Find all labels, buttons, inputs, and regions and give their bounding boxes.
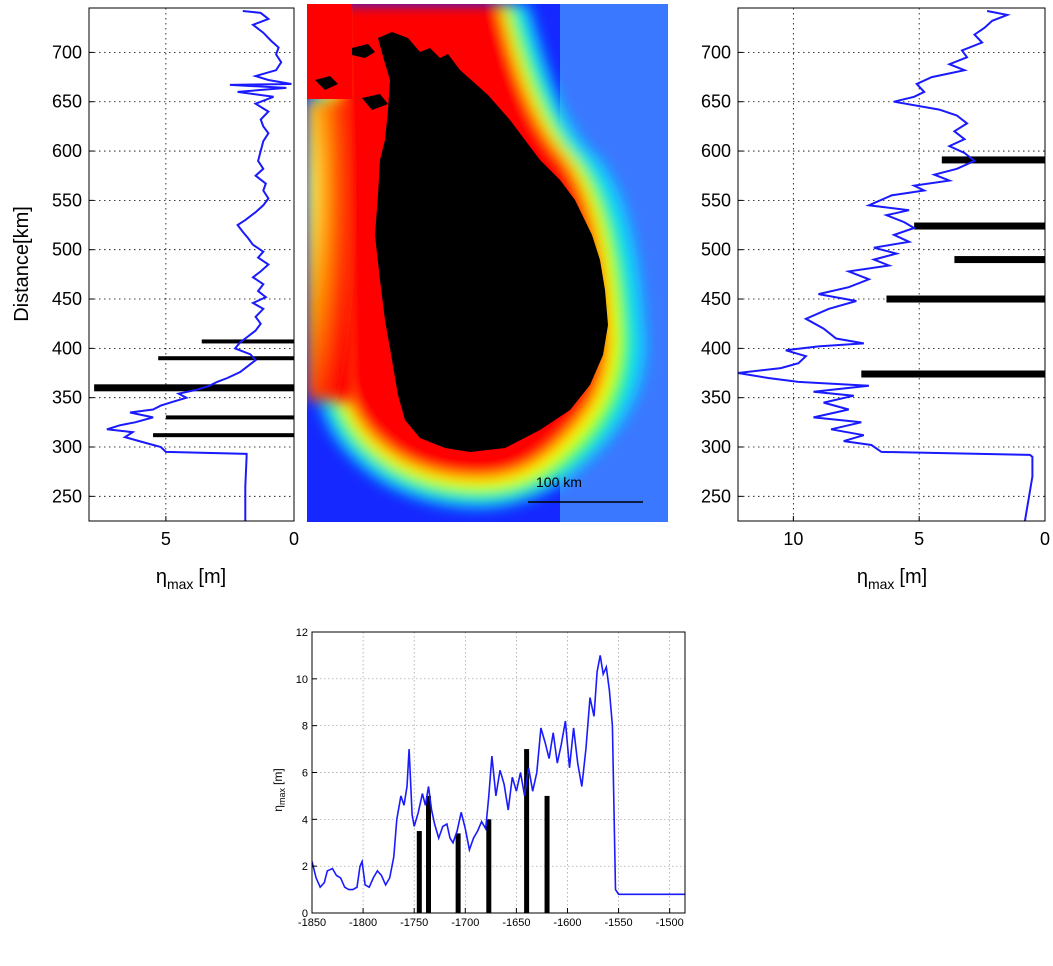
x-tick-label: 0	[289, 529, 299, 549]
island-landmass	[375, 32, 608, 452]
observation-bar	[941, 156, 1045, 164]
y-tick-label: 600	[52, 141, 82, 161]
x-tick-label: -1650	[502, 917, 530, 929]
x-tick-label: -1700	[451, 917, 479, 929]
y-tick-label: 4	[302, 814, 308, 826]
y-tick-label: 400	[701, 338, 731, 358]
y-tick-label: 300	[52, 437, 82, 457]
map-scale-label: 100 km	[536, 474, 582, 490]
y-tick-label: 650	[52, 92, 82, 112]
observation-bar	[954, 256, 1045, 264]
y-tick-label: 400	[52, 338, 82, 358]
y-tick-label: 550	[701, 190, 731, 210]
left-bars	[94, 339, 294, 438]
right-eta-max-line	[738, 10, 1034, 521]
x-tick-label: 0	[1040, 529, 1050, 549]
x-tick-label: -1600	[553, 917, 581, 929]
x-tick-label: 5	[161, 529, 171, 549]
x-tick-label: -1500	[656, 917, 684, 929]
y-tick-label: 0	[302, 908, 308, 920]
left-y-axis-label: Distance[km]	[11, 206, 33, 322]
y-tick-label: 650	[701, 92, 731, 112]
map-west-hotspot	[307, 100, 355, 400]
map-islet-3	[362, 94, 388, 110]
x-tick-label: 5	[914, 529, 924, 549]
y-tick-label: 700	[701, 42, 731, 62]
right-bars	[861, 156, 1045, 378]
y-tick-label: 2	[302, 861, 308, 873]
y-tick-label: 10	[296, 674, 308, 686]
bottom-eta-max-line	[312, 655, 685, 896]
y-tick-label: 350	[52, 388, 82, 408]
y-tick-label: 12	[296, 627, 308, 639]
y-tick-label: 300	[701, 437, 731, 457]
observation-bar	[861, 370, 1045, 378]
y-tick-label: 6	[302, 768, 308, 780]
observation-bar	[886, 295, 1045, 303]
bottom-bars	[416, 749, 550, 913]
observation-bar	[914, 222, 1045, 230]
y-tick-label: 250	[52, 486, 82, 506]
bottom-ticks: -1850 -1800 -1750 -1700 -1650 -1600 -1550 -1500…	[296, 627, 684, 929]
right-chart: 10 5 0 250 300 350 400 450 500 550 600 650 700 ηmax[…	[701, 7, 1050, 592]
observation-bar	[486, 819, 492, 913]
y-tick-label: 550	[52, 190, 82, 210]
bottom-grid	[311, 631, 685, 914]
left-x-axis-label: ηmax [m]	[156, 566, 226, 592]
left-axes-box	[88, 7, 295, 522]
y-tick-label: 600	[701, 141, 731, 161]
sri-lanka-inundation-map: 100 km	[307, 4, 668, 522]
y-tick-label: 250	[701, 486, 731, 506]
observation-bar	[544, 795, 550, 913]
observation-bar	[425, 795, 431, 913]
x-tick-label: -1800	[349, 917, 377, 929]
right-x-axis-label: ηmax [m]	[857, 566, 927, 592]
x-tick-label: -1850	[298, 917, 326, 929]
x-tick-label: -1750	[400, 917, 428, 929]
bottom-y-axis-label: ηmax[m]	[271, 768, 287, 811]
x-tick-label: -1550	[605, 917, 633, 929]
observation-bar	[201, 339, 294, 344]
observation-bar	[524, 749, 530, 913]
y-tick-label: 8	[302, 721, 308, 733]
left-chart: 5 0 250 300 350 400 450 500 550 600 650 700 Distanc…	[11, 7, 299, 592]
left-ticks: 5 0 250 300 350 400 450 500 550 600 650 700	[52, 42, 299, 549]
y-tick-label: 450	[52, 289, 82, 309]
y-tick-label: 350	[701, 388, 731, 408]
map-islet-2	[315, 76, 338, 90]
observation-bar	[416, 831, 422, 913]
observation-bar	[165, 415, 294, 420]
map-islet-1	[352, 44, 375, 58]
y-tick-label: 700	[52, 42, 82, 62]
observation-bar	[94, 384, 294, 392]
y-tick-label: 450	[701, 289, 731, 309]
right-ticks: 10 5 0 250 300 350 400 450 500 550 600 650 700	[701, 42, 1050, 549]
y-tick-label: 500	[701, 240, 731, 260]
x-tick-label: 10	[783, 529, 803, 549]
right-axes-box	[737, 7, 1046, 522]
bottom-chart: -1850 -1800 -1750 -1700 -1650 -1600 -1550 -1500…	[271, 627, 686, 929]
observation-bar	[153, 433, 294, 438]
observation-bar	[158, 356, 294, 361]
observation-bar	[455, 833, 461, 913]
right-grid	[738, 8, 1046, 521]
y-tick-label: 500	[52, 240, 82, 260]
left-eta-max-line	[106, 10, 292, 521]
